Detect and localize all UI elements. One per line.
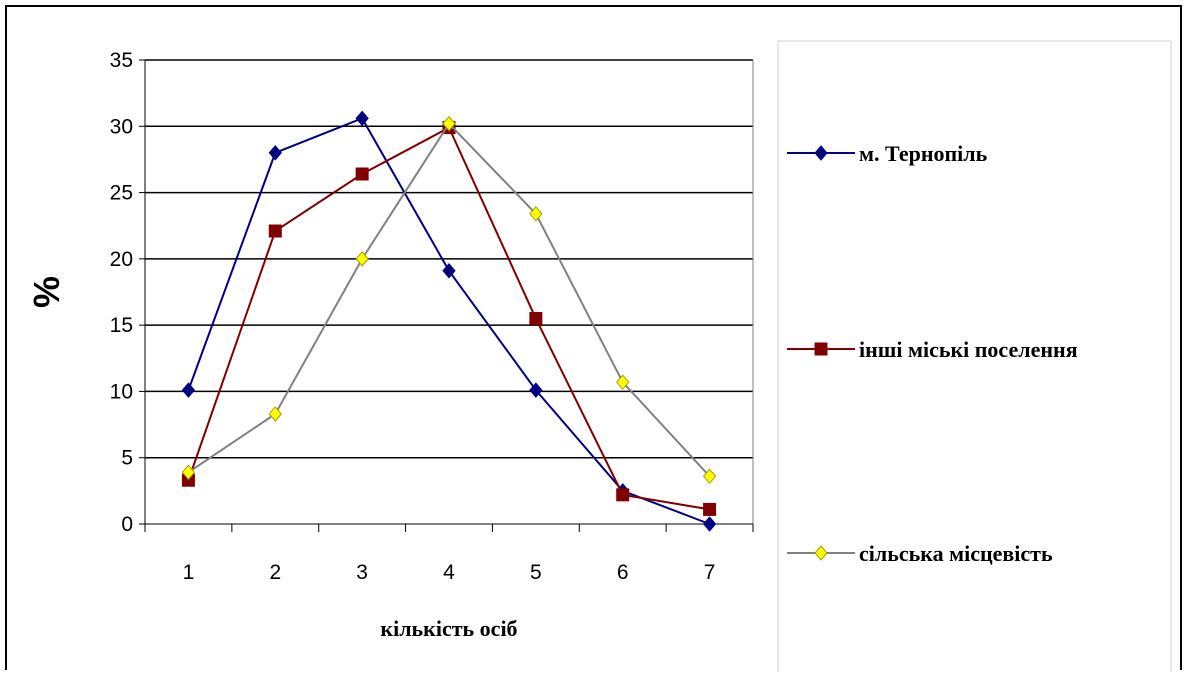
data-point (268, 145, 282, 161)
data-point (616, 488, 630, 502)
legend-entry: м. Тернопіль (787, 141, 988, 166)
data-point (529, 206, 543, 222)
x-tick-label: 4 (443, 561, 455, 584)
legend-entry: інші міські поселення (787, 337, 1078, 362)
plot-area (145, 60, 753, 524)
data-point (703, 502, 717, 516)
y-tick-label: 25 (110, 182, 133, 205)
data-point (268, 224, 282, 238)
legend-label: м. Тернопіль (859, 141, 988, 166)
data-point (529, 312, 543, 326)
y-tick-label: 10 (110, 380, 133, 403)
y-tick-label: 30 (110, 115, 133, 138)
x-tick-labels: 1 2 3 4 5 6 7 (183, 561, 716, 584)
data-point (529, 382, 543, 398)
data-point (442, 263, 456, 279)
x-tick-label: 7 (704, 561, 716, 584)
y-tick-label: 35 (110, 49, 133, 72)
legend-marker (814, 145, 828, 161)
data-point (442, 115, 456, 132)
x-tick-label: 6 (617, 561, 629, 584)
legend-entry: сільська місцевість (787, 541, 1053, 566)
y-tick-label: 0 (121, 513, 133, 536)
x-tick-label: 5 (530, 561, 542, 584)
data-point (616, 374, 630, 390)
y-tick-labels: 0 5 10 15 20 25 30 35 (110, 49, 133, 536)
x-axis-label: кількість осіб (380, 616, 517, 641)
x-tick-label: 1 (183, 561, 195, 584)
x-tick-label: 2 (269, 561, 281, 584)
data-point (355, 110, 369, 127)
data-point (355, 167, 369, 181)
data-point (181, 382, 196, 398)
data-point (702, 468, 717, 485)
y-tick-label: 5 (121, 447, 133, 470)
data-point (702, 516, 717, 532)
legend-box (777, 40, 1172, 672)
data-series (181, 110, 717, 532)
legend-marker (814, 545, 828, 561)
series-3 (181, 115, 717, 485)
x-tick-label: 3 (356, 561, 368, 584)
legend: м. Тернопіль інші міські поселення сільськ… (777, 40, 1172, 672)
y-tick-label: 15 (110, 314, 133, 337)
axes (139, 59, 754, 532)
data-point (268, 406, 282, 422)
y-tick-label: 20 (110, 248, 133, 271)
legend-items: м. Тернопіль інші міські поселення сільськ… (787, 141, 1078, 566)
legend-label: інші міські поселення (859, 337, 1078, 362)
data-point (355, 251, 369, 267)
data-point (181, 464, 196, 481)
legend-label: сільська місцевість (859, 541, 1053, 566)
legend-marker (814, 342, 828, 356)
y-axis-label: % (26, 276, 67, 308)
